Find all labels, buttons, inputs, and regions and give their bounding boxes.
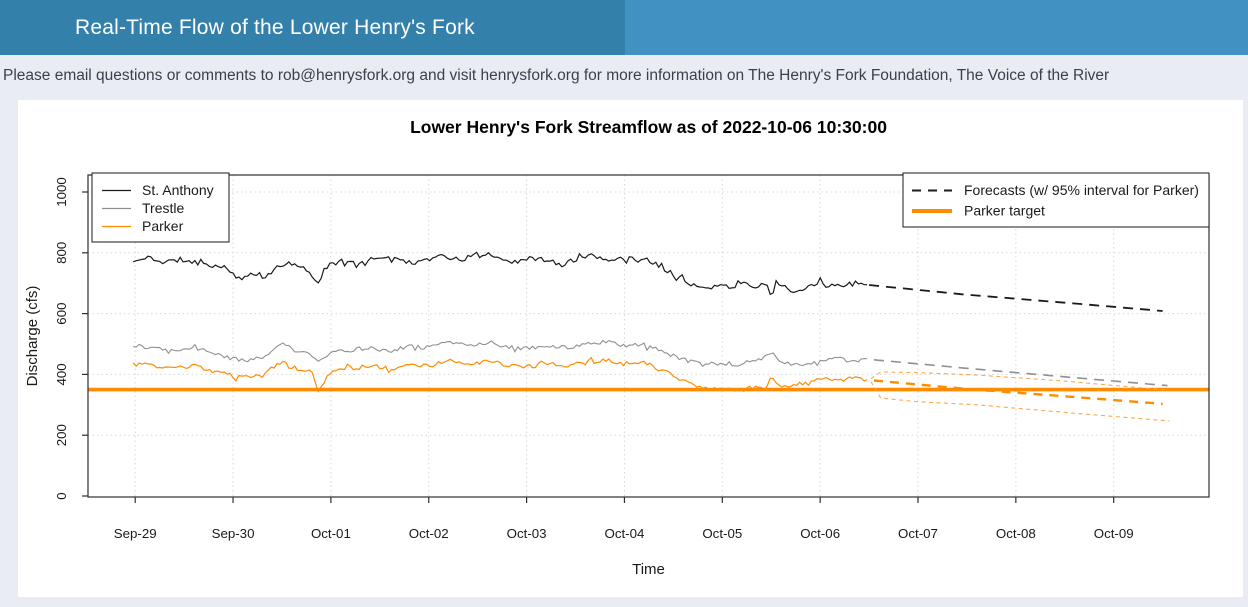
legend-stations-box bbox=[91, 172, 230, 243]
subtitle-bar: Please email questions or comments to ro… bbox=[0, 55, 1248, 100]
series-st-anthony-line bbox=[132, 251, 868, 296]
legend-label: Parker bbox=[142, 218, 184, 234]
header-bar-accent bbox=[0, 0, 625, 55]
y-tick-label: 200 bbox=[54, 424, 69, 446]
streamflow-plot: Sep-29 Sep-30 Oct-01 Oct-02 Oct-03 Oct-04 Oct-… bbox=[24, 172, 1210, 578]
chart-area: Sep-29 Sep-30 Oct-01 Oct-02 Oct-03 Oct-04 Oct-… bbox=[0, 100, 1248, 602]
x-tick-label: Oct-08 bbox=[996, 526, 1036, 541]
x-tick-label: Oct-01 bbox=[311, 526, 351, 541]
plot-frame bbox=[87, 174, 1210, 498]
parker-forecast-line bbox=[873, 379, 1163, 406]
y-tick-label: 800 bbox=[54, 242, 69, 264]
x-axis-title: Time bbox=[632, 561, 665, 578]
x-tick-label: Oct-07 bbox=[898, 526, 938, 541]
legend-label: Parker target bbox=[964, 203, 1045, 219]
trestle-forecast-line bbox=[873, 359, 1168, 387]
legend-forecasts: Forecasts (w/ 95% interval for Parker) Pa… bbox=[902, 172, 1210, 228]
y-tick-label: 1000 bbox=[54, 177, 69, 207]
x-tick-label: Oct-03 bbox=[507, 526, 547, 541]
series-trestle-line bbox=[133, 339, 868, 368]
x-tick-label: Sep-30 bbox=[212, 526, 255, 541]
y-axis-title: Discharge (cfs) bbox=[24, 286, 41, 387]
x-tick-label: Oct-09 bbox=[1094, 526, 1134, 541]
legend-forecasts-box bbox=[902, 172, 1210, 228]
y-tick-label: 400 bbox=[54, 363, 69, 385]
parker-95-interval-lower-line bbox=[870, 381, 1170, 422]
series-parker-line bbox=[132, 356, 868, 394]
x-tick-label: Oct-05 bbox=[702, 526, 742, 541]
x-tick-label: Oct-06 bbox=[800, 526, 840, 541]
legend-label: Trestle bbox=[142, 200, 184, 216]
legend-stations: St. Anthony Trestle Parker bbox=[91, 172, 230, 243]
chart-title: Lower Henry's Fork Streamflow as of 2022… bbox=[410, 117, 887, 137]
y-tick-label: 0 bbox=[54, 492, 69, 499]
page-title: Real-Time Flow of the Lower Henry's Fork bbox=[75, 16, 475, 39]
legend-label: Forecasts (w/ 95% interval for Parker) bbox=[964, 182, 1199, 198]
x-tick-label: Oct-02 bbox=[409, 526, 449, 541]
y-tick-label: 600 bbox=[54, 303, 69, 325]
x-tick-label: Sep-29 bbox=[114, 526, 157, 541]
subtitle-text: Please email questions or comments to ro… bbox=[3, 67, 1110, 84]
st-anthony-forecast-line bbox=[869, 284, 1163, 312]
header-bar: Real-Time Flow of the Lower Henry's Fork bbox=[0, 0, 1248, 55]
legend-label: St. Anthony bbox=[142, 182, 214, 198]
x-tick-label: Oct-04 bbox=[604, 526, 644, 541]
